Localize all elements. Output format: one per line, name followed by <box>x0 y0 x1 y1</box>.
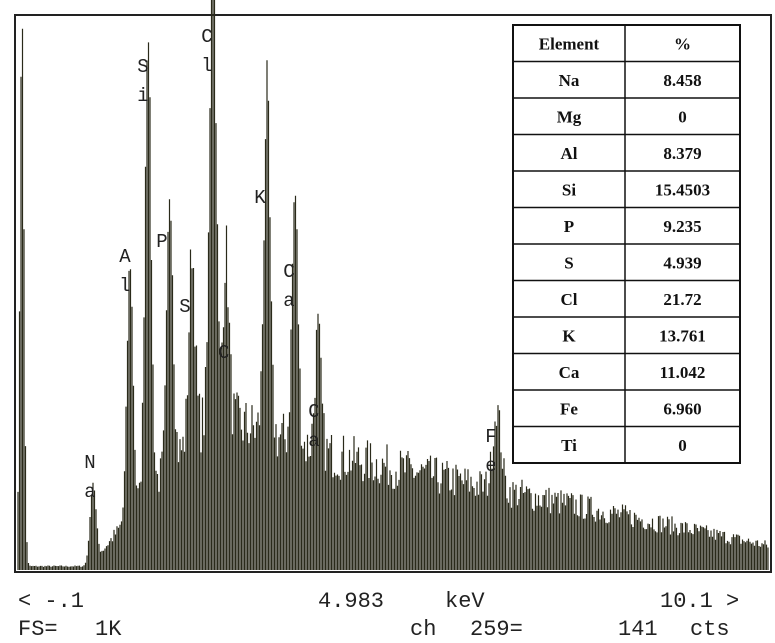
peak-label: A <box>119 246 131 268</box>
table-cell: Cl <box>561 290 578 309</box>
spectrum <box>17 0 769 570</box>
table-cell: 13.761 <box>659 326 706 345</box>
table-cell: 21.72 <box>663 290 701 309</box>
peak-label: i <box>137 85 148 107</box>
table-cell: K <box>562 326 576 345</box>
footer-text: keV <box>445 589 485 614</box>
footer-text: FS= <box>18 617 58 642</box>
table-header: % <box>674 34 691 53</box>
peak-label: C <box>308 401 319 423</box>
peak-label: a <box>283 290 294 312</box>
table-cell: Ti <box>561 436 577 455</box>
peak-label: a <box>308 430 319 452</box>
footer-text: 10.1 > <box>660 589 739 614</box>
status-footer: < -.1 4.983 keV 10.1 > FS= 1K ch 259= 141 cts <box>18 589 739 642</box>
table-cell: Ca <box>559 363 580 382</box>
peak-label: K <box>254 187 266 209</box>
footer-text: 1K <box>95 617 122 642</box>
composition-table: Element % Na 8.458 Mg 0 Al 8.379 Si 15.4503 P 9.235… <box>512 24 741 464</box>
footer-text: 4.983 <box>318 589 384 614</box>
table-cell: 0 <box>678 107 687 126</box>
table-cell: 0 <box>678 436 687 455</box>
table-cell: 15.4503 <box>655 180 710 199</box>
peak-label: S <box>137 56 148 78</box>
table-cell: 9.235 <box>663 217 701 236</box>
footer-text: 141 <box>618 617 658 642</box>
peak-label: S <box>179 296 190 318</box>
table-cell: Si <box>562 180 576 199</box>
peak-label: l <box>201 55 212 77</box>
table-cell: Na <box>559 71 580 90</box>
table-cell: 8.379 <box>663 144 701 163</box>
footer-text: ch <box>410 617 436 642</box>
table-cell: 6.960 <box>663 399 701 418</box>
table-cell: Fe <box>560 399 578 418</box>
peak-label: C <box>283 261 294 283</box>
table-cell: P <box>564 217 574 236</box>
peak-label: P <box>156 231 167 253</box>
table-header: Element <box>539 34 600 53</box>
peak-label: N <box>84 452 95 474</box>
peak-label: F <box>485 426 496 448</box>
table-cell: 8.458 <box>663 71 701 90</box>
footer-text: cts <box>690 617 730 642</box>
peak-label: e <box>485 455 496 477</box>
table-cell: Mg <box>557 107 582 126</box>
peak-label: C <box>201 26 212 48</box>
peak-label: C <box>218 342 229 364</box>
peak-label: l <box>119 275 130 297</box>
table-cell: 4.939 <box>663 253 701 272</box>
table-cell: S <box>564 253 573 272</box>
footer-text: 259= <box>470 617 523 642</box>
peak-label: a <box>84 481 95 503</box>
table-cell: 11.042 <box>660 363 706 382</box>
table-cell: Al <box>561 144 578 163</box>
footer-text: < -.1 <box>18 589 84 614</box>
